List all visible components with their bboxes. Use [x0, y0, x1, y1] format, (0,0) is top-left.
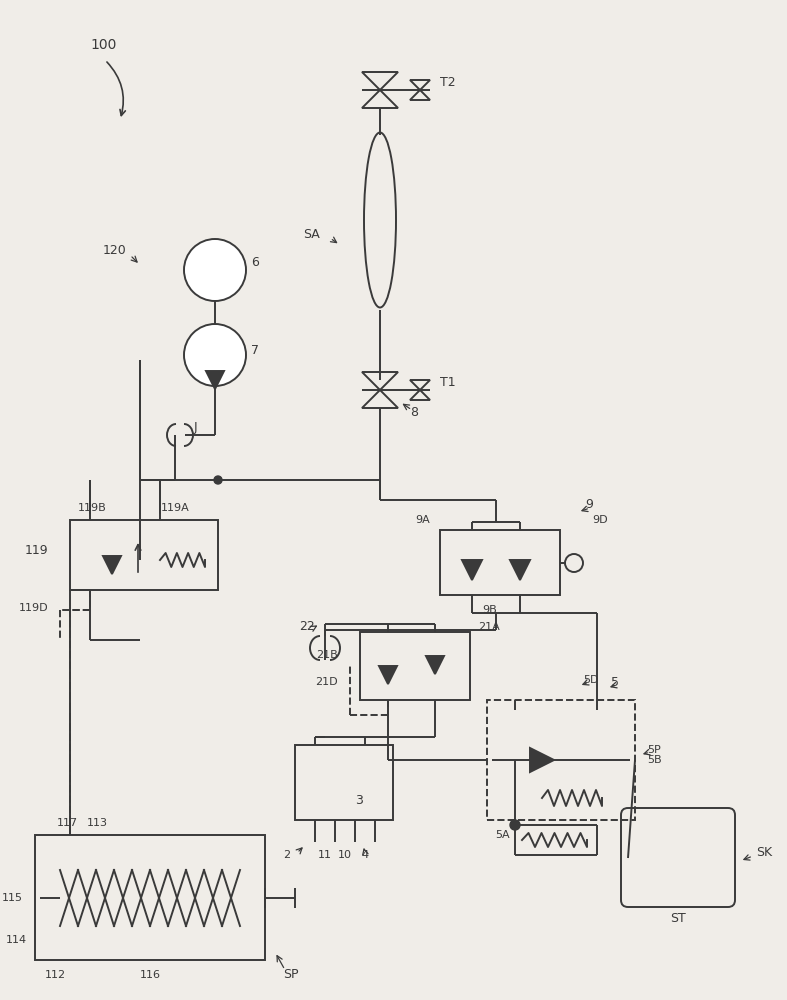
Text: 5A: 5A	[495, 830, 509, 840]
Text: 119D: 119D	[18, 603, 48, 613]
Text: T2: T2	[440, 76, 456, 89]
Text: J: J	[194, 420, 198, 434]
Text: 100: 100	[90, 38, 116, 52]
Text: 6: 6	[251, 255, 259, 268]
Bar	[70, 520, 218, 590]
Text: SA: SA	[303, 229, 320, 241]
Polygon shape	[379, 666, 397, 684]
Polygon shape	[530, 748, 554, 772]
Bar	[35, 835, 265, 960]
Bar	[440, 530, 560, 595]
Text: 22: 22	[299, 619, 315, 633]
Ellipse shape	[184, 324, 246, 386]
Text: 5D: 5D	[583, 675, 599, 685]
Text: 116: 116	[139, 970, 161, 980]
Text: 117: 117	[57, 818, 78, 828]
Text: 5: 5	[611, 676, 619, 688]
Polygon shape	[206, 371, 224, 389]
Circle shape	[214, 476, 222, 484]
Text: SP: SP	[283, 968, 298, 982]
Bar	[487, 700, 635, 820]
Text: 11: 11	[318, 850, 332, 860]
Text: 112: 112	[44, 970, 65, 980]
Text: 114: 114	[6, 935, 27, 945]
Text: 119: 119	[24, 544, 48, 556]
Polygon shape	[103, 556, 121, 574]
Text: 7: 7	[251, 344, 259, 357]
Text: 4: 4	[361, 850, 368, 860]
Text: 119A: 119A	[161, 503, 190, 513]
Text: 10: 10	[338, 850, 352, 860]
Text: 5P: 5P	[647, 745, 661, 755]
Text: 8: 8	[410, 406, 418, 418]
Text: 21D: 21D	[316, 677, 338, 687]
Bar	[295, 745, 393, 820]
Polygon shape	[426, 656, 444, 674]
Polygon shape	[510, 560, 530, 580]
Ellipse shape	[184, 239, 246, 301]
Text: SK: SK	[756, 846, 772, 859]
Text: 5B: 5B	[647, 755, 662, 765]
Text: 115: 115	[2, 893, 23, 903]
Text: 9D: 9D	[592, 515, 608, 525]
Text: 3: 3	[355, 794, 363, 806]
Text: T1: T1	[440, 375, 456, 388]
Text: 21A: 21A	[478, 622, 500, 632]
Text: 9: 9	[585, 498, 593, 512]
Text: 113: 113	[87, 818, 108, 828]
Text: 21B: 21B	[316, 650, 338, 660]
Text: 9A: 9A	[415, 515, 430, 525]
Text: 120: 120	[103, 243, 127, 256]
Text: 9B: 9B	[482, 605, 497, 615]
Polygon shape	[462, 560, 482, 580]
Text: 119B: 119B	[78, 503, 106, 513]
Bar	[360, 632, 470, 700]
Text: 2: 2	[283, 850, 290, 860]
Circle shape	[510, 820, 520, 830]
Text: ST: ST	[670, 912, 686, 924]
